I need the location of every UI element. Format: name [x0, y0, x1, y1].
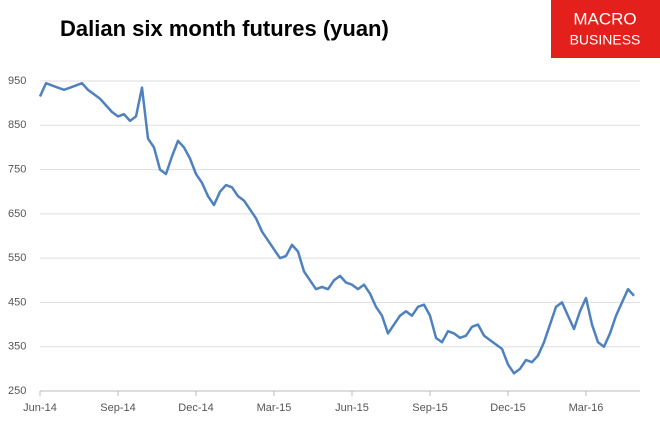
x-tick-label: Mar-16: [569, 402, 604, 414]
y-tick-label: 450: [8, 296, 26, 308]
x-tick-label: Sep-14: [100, 402, 135, 414]
logo-box: [551, 0, 660, 58]
x-tick-label: Jun-14: [23, 402, 57, 414]
y-tick-label: 550: [8, 252, 26, 264]
x-tick-label: Mar-15: [257, 402, 292, 414]
chart-title: Dalian six month futures (yuan): [60, 16, 389, 41]
y-tick-label: 250: [8, 385, 26, 397]
y-tick-label: 850: [8, 119, 26, 131]
logo-text: BUSINESS: [570, 32, 641, 48]
x-tick-label: Dec-14: [178, 402, 213, 414]
x-tick-label: Jun-15: [335, 402, 369, 414]
y-tick-label: 350: [8, 341, 26, 353]
y-tick-label: 750: [8, 163, 26, 175]
x-tick-label: Dec-15: [490, 402, 525, 414]
x-tick-label: Sep-15: [412, 402, 447, 414]
y-tick-label: 650: [8, 208, 26, 220]
logo-text: MACRO: [573, 9, 636, 28]
y-tick-label: 950: [8, 75, 26, 87]
data-line: [38, 81, 635, 375]
